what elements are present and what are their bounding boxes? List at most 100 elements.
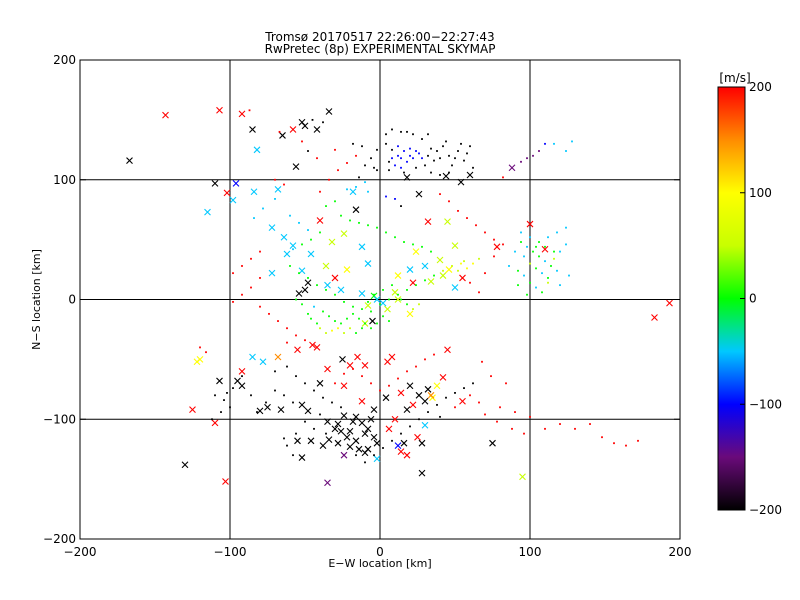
scatter-dot-marker xyxy=(259,250,261,253)
scatter-dot-marker xyxy=(529,281,531,284)
scatter-x-marker xyxy=(541,245,549,253)
scatter-dot-marker xyxy=(307,277,309,279)
scatter-dot-marker xyxy=(400,432,402,435)
scatter-dot-marker xyxy=(310,238,312,241)
scatter-x-marker xyxy=(316,217,324,224)
scatter-dot-marker xyxy=(307,150,309,152)
scatter-dot-marker xyxy=(364,461,366,464)
scatter-dot-marker xyxy=(361,308,363,310)
scatter-x-marker xyxy=(264,403,271,411)
scatter-x-marker xyxy=(298,454,306,461)
scatter-dot-marker xyxy=(439,174,441,176)
scatter-x-marker xyxy=(301,122,309,130)
chart-title-line2: RwPretec (8p) EXPERIMENTAL SKYMAP xyxy=(265,42,496,56)
scatter-dot-marker xyxy=(421,157,423,160)
scatter-dot-marker xyxy=(424,358,426,361)
y-tick-label: 0 xyxy=(68,293,76,307)
scatter-x-marker xyxy=(373,439,381,447)
scatter-x-marker xyxy=(324,418,331,426)
scatter-dot-marker xyxy=(403,150,405,152)
grid-lines xyxy=(80,60,680,539)
scatter-dot-marker xyxy=(406,160,408,163)
scatter-dot-marker xyxy=(295,334,297,337)
scatter-x-marker xyxy=(439,373,447,381)
colorbar-tick-label: 200 xyxy=(749,80,772,94)
scatter-dot-marker xyxy=(439,415,441,418)
scatter-dot-marker xyxy=(448,200,450,203)
scatter-dot-marker xyxy=(484,413,486,416)
scatter-dot-marker xyxy=(406,289,408,291)
scatter-dot-marker xyxy=(370,327,372,330)
scatter-dot-marker xyxy=(403,171,405,174)
scatter-dot-marker xyxy=(427,411,429,413)
scatter-x-marker xyxy=(451,284,459,291)
scatter-dot-marker xyxy=(421,245,423,248)
scatter-dot-marker xyxy=(568,274,570,277)
scatter-dot-marker xyxy=(205,351,207,354)
scatter-x-marker xyxy=(322,262,330,270)
y-tick-label: 200 xyxy=(53,53,76,67)
scatter-x-marker xyxy=(289,126,297,133)
scatter-dot-marker xyxy=(451,265,453,267)
scatter-dot-marker xyxy=(412,243,414,246)
scatter-dot-marker xyxy=(541,291,543,294)
scatter-dot-marker xyxy=(295,375,297,378)
scatter-dot-marker xyxy=(253,217,255,219)
scatter-x-marker xyxy=(319,442,327,449)
colorbar-tick-label: −100 xyxy=(749,397,782,411)
scatter-x-marker xyxy=(289,242,297,250)
scatter-dot-marker xyxy=(469,394,471,397)
scatter-x-marker xyxy=(358,397,366,405)
scatter-dot-marker xyxy=(379,303,381,306)
scatter-x-marker xyxy=(340,230,348,238)
scatter-dot-marker xyxy=(391,148,393,151)
scatter-x-marker xyxy=(394,296,402,303)
scatter-x-marker xyxy=(415,190,423,198)
scatter-dot-marker xyxy=(535,286,537,289)
scatter-dot-marker xyxy=(325,205,327,207)
scatter-dot-marker xyxy=(358,221,360,224)
scatter-x-marker xyxy=(394,442,402,449)
scatter-dot-marker xyxy=(337,169,339,172)
scatter-x-marker xyxy=(340,412,348,420)
scatter-dot-marker xyxy=(358,176,360,179)
scatter-dot-marker xyxy=(472,262,474,265)
scatter-dot-marker xyxy=(349,219,351,222)
scatter-dot-marker xyxy=(385,195,387,198)
scatter-x-marker xyxy=(414,433,421,441)
scatter-dot-marker xyxy=(229,406,231,409)
scatter-x-marker xyxy=(382,394,390,402)
scatter-x-marker xyxy=(294,346,301,354)
scatter-dot-marker xyxy=(346,317,348,320)
scatter-dot-marker xyxy=(277,320,279,322)
scatter-dot-marker xyxy=(445,140,447,143)
scatter-dot-marker xyxy=(466,267,468,270)
scatter-x-marker xyxy=(295,290,303,297)
scatter-x-marker xyxy=(427,391,435,399)
scatter-dot-marker xyxy=(358,317,360,320)
scatter-dot-marker xyxy=(535,267,537,270)
scatter-dot-marker xyxy=(535,245,537,248)
scatter-dot-marker xyxy=(469,145,471,148)
scatter-dot-marker xyxy=(385,231,387,234)
scatter-dot-marker xyxy=(382,315,384,318)
scatter-x-marker xyxy=(232,179,240,187)
scatter-x-marker xyxy=(403,406,411,414)
scatter-x-marker xyxy=(204,208,211,216)
scatter-dot-marker xyxy=(445,396,447,399)
scatter-dot-marker xyxy=(454,406,456,409)
scatter-x-marker xyxy=(391,288,399,296)
colorbar-tick-label: 0 xyxy=(749,292,757,306)
scatter-x-marker xyxy=(427,278,435,285)
scatter-x-marker xyxy=(340,451,348,459)
scatter-dot-marker xyxy=(433,274,435,277)
x-tick-label: −100 xyxy=(214,545,247,559)
scatter-x-marker xyxy=(126,157,133,164)
scatter-x-marker xyxy=(346,443,354,451)
scatter-dot-marker xyxy=(565,243,567,246)
scatter-dot-marker xyxy=(313,389,315,392)
scatter-x-marker xyxy=(334,420,342,428)
scatter-dot-marker xyxy=(331,401,333,404)
scatter-dot-marker xyxy=(352,305,354,308)
